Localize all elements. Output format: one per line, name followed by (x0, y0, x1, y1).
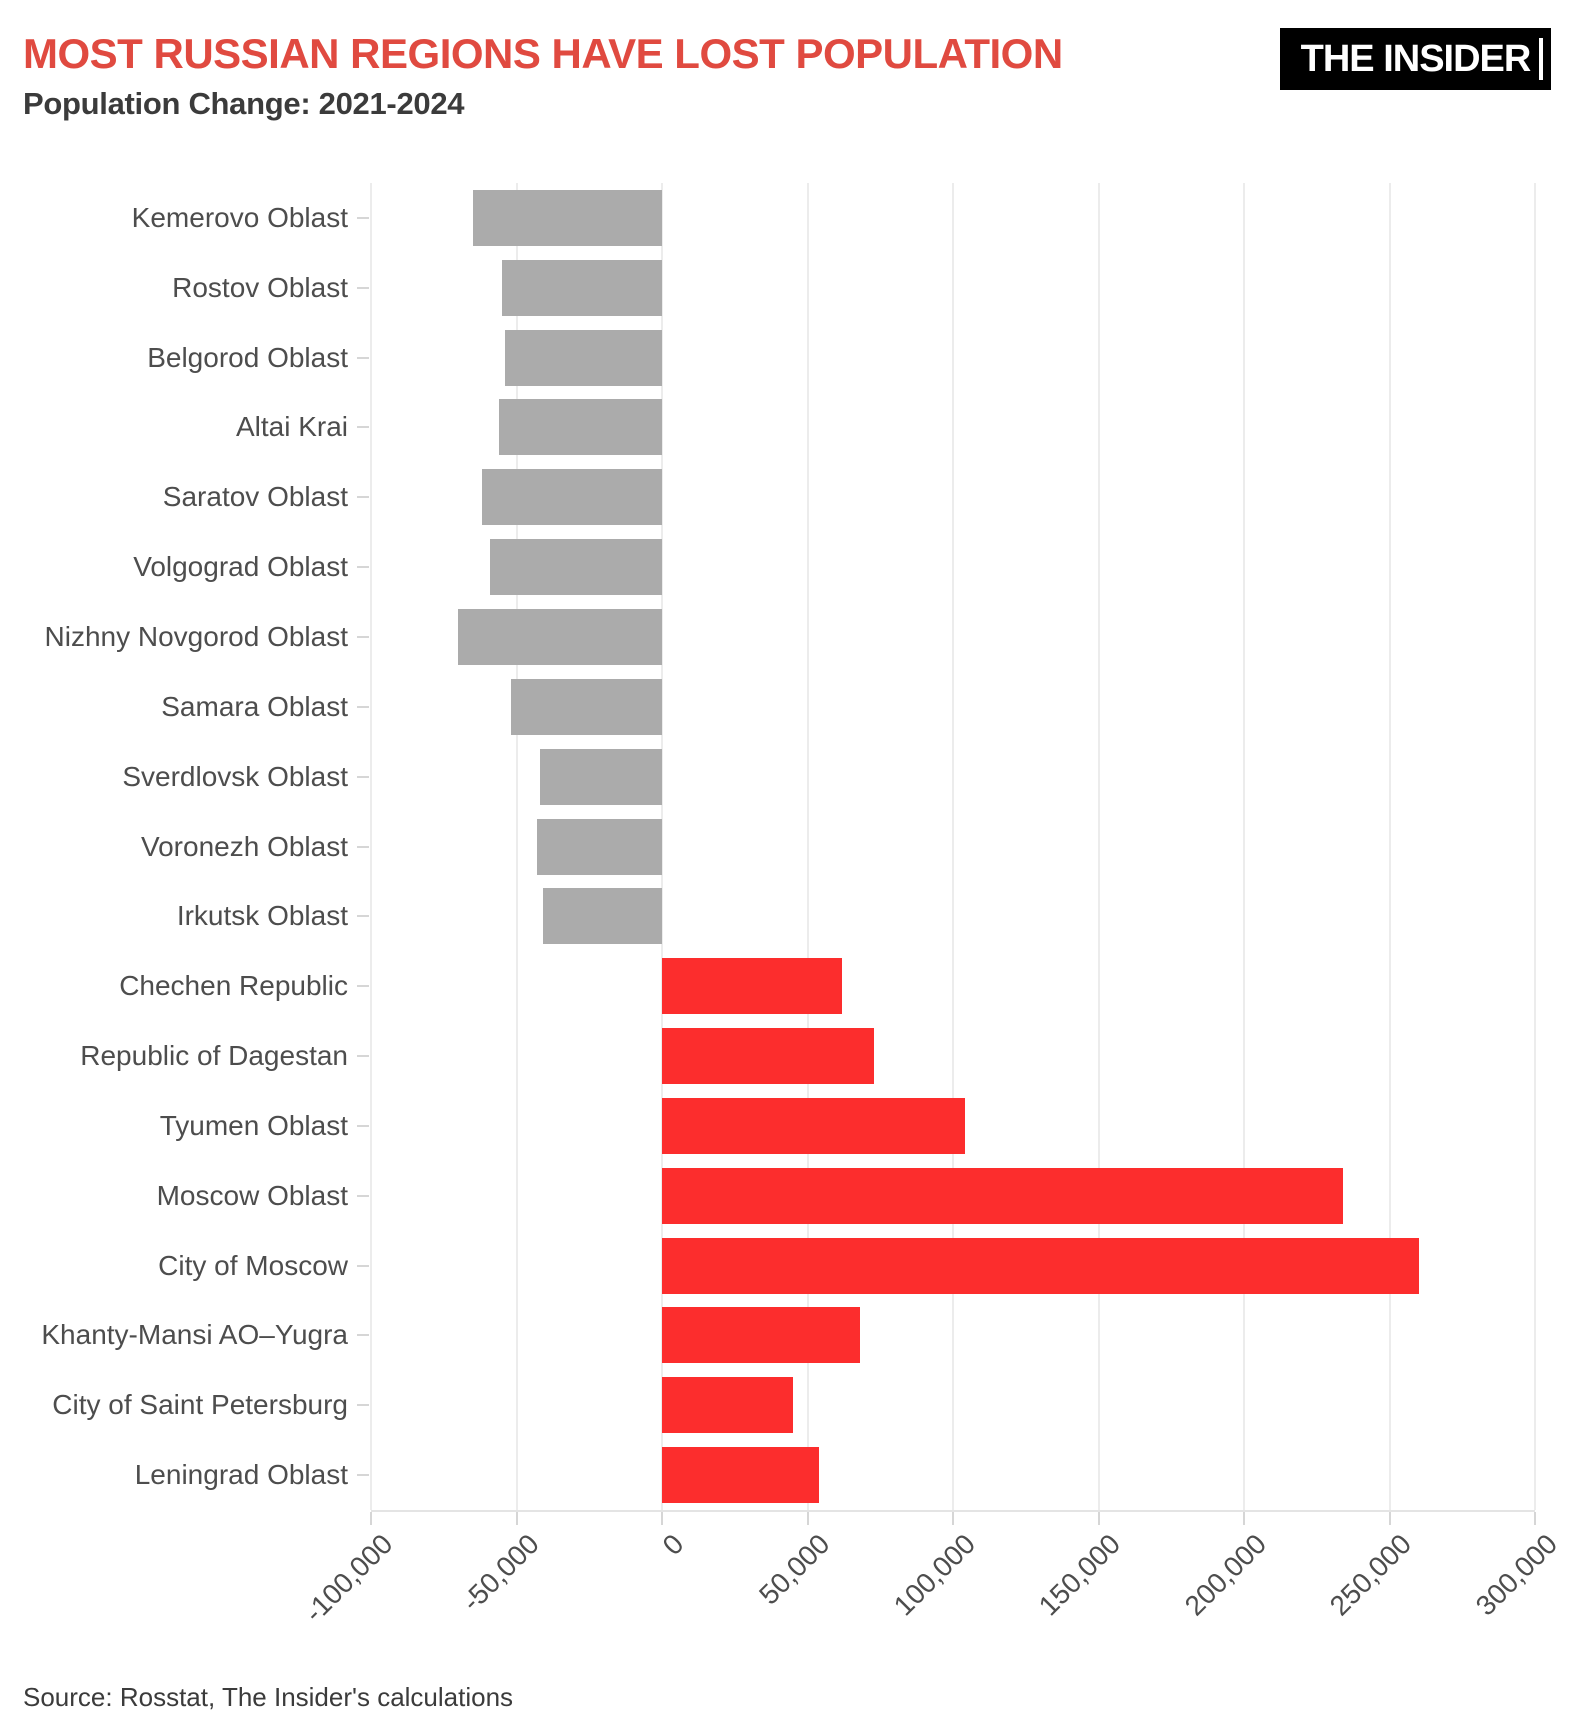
x-axis-line (371, 1510, 1535, 1512)
y-tick-mark (357, 1124, 369, 1127)
x-tick-mark (1388, 1512, 1391, 1525)
x-tick-label: -50,000 (455, 1528, 545, 1618)
y-tick-mark (357, 1055, 369, 1058)
gridline (952, 183, 954, 1510)
the-insider-logo: THE INSIDER (1280, 28, 1551, 90)
y-axis-label-leningrad-oblast: Leningrad Oblast (134, 1459, 348, 1491)
bar-republic-of-dagestan (662, 1028, 875, 1085)
x-tick-label: 150,000 (1032, 1528, 1127, 1622)
bar-tyumen-oblast (662, 1097, 965, 1154)
y-axis-label-city-of-saint-petersburg: City of Saint Petersburg (52, 1389, 348, 1421)
gridline (1243, 183, 1245, 1510)
y-tick-mark (357, 915, 369, 918)
y-axis-label-volgograd-oblast: Volgograd Oblast (133, 551, 348, 583)
bar-nizhny-novgorod-oblast (458, 608, 662, 665)
x-tick-label: 50,000 (752, 1528, 836, 1611)
x-tick-label: 100,000 (887, 1528, 981, 1622)
y-tick-mark (357, 1264, 369, 1267)
x-tick-mark (1534, 1512, 1536, 1525)
y-tick-mark (357, 705, 369, 708)
gridline (370, 183, 372, 1510)
y-axis-label-kemerovo-oblast: Kemerovo Oblast (131, 201, 348, 233)
bar-city-of-saint-petersburg (662, 1377, 793, 1434)
y-tick-mark (357, 1404, 369, 1407)
x-tick-mark (1243, 1512, 1245, 1525)
gridline (515, 183, 518, 1510)
logo-cursor-bar (1539, 38, 1543, 80)
bar-volgograd-oblast (490, 539, 662, 596)
bar-moscow-oblast (662, 1167, 1343, 1224)
y-axis-label-khanty-mansi-ao-yugra: Khanty-Mansi AO–Yugra (41, 1319, 348, 1351)
y-axis-label-altai-krai: Altai Krai (235, 411, 348, 443)
y-tick-mark (357, 985, 369, 988)
x-tick-mark (952, 1512, 954, 1525)
y-tick-mark (357, 775, 369, 778)
x-tick-mark (806, 1512, 809, 1525)
y-tick-mark (357, 635, 369, 638)
x-tick-label: -100,000 (298, 1528, 399, 1629)
bar-city-of-moscow (662, 1237, 1419, 1294)
y-axis-label-samara-oblast: Samara Oblast (161, 690, 348, 722)
bar-voronezh-oblast (536, 818, 662, 875)
y-tick-mark (357, 845, 369, 848)
bar-khanty-mansi-ao-yugra (662, 1307, 860, 1364)
x-tick-label: 250,000 (1323, 1528, 1418, 1622)
bar-kemerovo-oblast (472, 189, 662, 246)
y-axis-label-tyumen-oblast: Tyumen Oblast (159, 1109, 348, 1141)
bar-samara-oblast (510, 678, 662, 735)
y-tick-mark (357, 1194, 369, 1197)
y-axis-label-voronezh-oblast: Voronezh Oblast (140, 830, 348, 862)
bar-sverdlovsk-oblast (539, 748, 662, 805)
x-tick-mark (1097, 1512, 1100, 1525)
y-tick-mark (357, 286, 369, 289)
x-tick-label: 200,000 (1178, 1528, 1272, 1622)
y-axis-label-moscow-oblast: Moscow Oblast (156, 1179, 348, 1211)
x-tick-mark (661, 1512, 663, 1525)
gridline (1097, 183, 1100, 1510)
source-note: Source: Rosstat, The Insider's calculati… (23, 1682, 514, 1712)
chart-title: MOST RUSSIAN REGIONS HAVE LOST POPULATIO… (23, 30, 1063, 77)
bar-belgorod-oblast (504, 329, 662, 386)
y-axis-label-rostov-oblast: Rostov Oblast (172, 271, 348, 303)
gridline (806, 183, 809, 1510)
y-tick-mark (357, 566, 369, 569)
gridline (1388, 183, 1391, 1510)
logo-text: THE INSIDER (1300, 37, 1532, 80)
y-axis-label-city-of-moscow: City of Moscow (158, 1249, 348, 1281)
bar-rostov-oblast (501, 259, 662, 316)
y-tick-mark (357, 216, 369, 219)
y-tick-mark (357, 496, 369, 499)
bar-leningrad-oblast (662, 1447, 820, 1504)
bar-altai-krai (499, 399, 662, 456)
y-tick-mark (357, 1474, 369, 1477)
y-tick-mark (357, 356, 369, 359)
gridline (661, 183, 663, 1510)
bar-chechen-republic (662, 958, 843, 1015)
x-tick-mark (515, 1512, 518, 1525)
y-axis-label-republic-of-dagestan: Republic of Dagestan (80, 1040, 348, 1072)
y-axis-label-irkutsk-oblast: Irkutsk Oblast (176, 900, 348, 932)
y-tick-mark (357, 1334, 369, 1337)
y-axis-label-saratov-oblast: Saratov Oblast (162, 481, 348, 513)
x-tick-mark (370, 1512, 372, 1525)
y-tick-mark (357, 426, 369, 429)
y-axis-label-sverdlovsk-oblast: Sverdlovsk Oblast (122, 760, 348, 792)
bar-saratov-oblast (481, 469, 662, 526)
bar-irkutsk-oblast (542, 888, 662, 945)
x-tick-label: 300,000 (1469, 1528, 1563, 1622)
chart-subtitle: Population Change: 2021-2024 (23, 86, 465, 121)
x-tick-label: 0 (656, 1528, 690, 1561)
y-axis-label-chechen-republic: Chechen Republic (119, 970, 348, 1002)
y-axis-label-belgorod-oblast: Belgorod Oblast (147, 341, 348, 373)
gridline (1534, 183, 1536, 1510)
y-axis-label-nizhny-novgorod-oblast: Nizhny Novgorod Oblast (44, 620, 348, 652)
